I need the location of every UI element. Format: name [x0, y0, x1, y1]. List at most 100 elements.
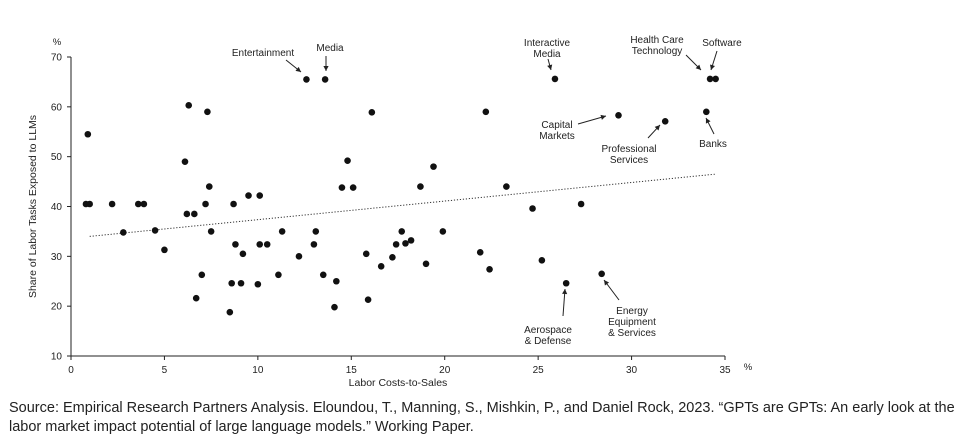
data-point [207, 228, 215, 235]
annotation-line: Media [316, 43, 344, 54]
data-point [202, 200, 209, 208]
annotation-line: Media [533, 49, 561, 60]
scatter-chart: 10 20 30 40 50 60 70 0 5 10 15 20 25 30 35%% Labor Cost… [27, 35, 753, 389]
data-point [204, 108, 211, 116]
data-point [108, 200, 116, 208]
data-point [295, 253, 303, 260]
data-point [161, 246, 168, 254]
data-point [615, 112, 622, 119]
annotation-media: Media [316, 43, 344, 54]
data-point [577, 200, 585, 208]
annotation-line: Software [702, 38, 742, 49]
arrowhead-banks [705, 118, 711, 124]
data-point [562, 279, 570, 287]
x-tick-label: 5 [162, 365, 168, 376]
y-tick-label: 60 [51, 102, 63, 113]
annotation-line: Interactive [524, 38, 571, 49]
data-point [331, 303, 338, 311]
annotation-aerospace-defense: Aerospace & Defense [524, 325, 572, 347]
data-point [226, 308, 234, 316]
data-point [333, 277, 340, 285]
data-point [551, 75, 559, 83]
data-point [230, 200, 237, 208]
x-tick-label: 15 [346, 365, 358, 376]
data-point [417, 183, 424, 190]
annotation-line: Markets [539, 131, 575, 142]
annotation-line: Professional [601, 144, 656, 155]
y-tick-label: 30 [51, 252, 63, 263]
x-unit-label: % [744, 362, 753, 373]
data-point [703, 108, 710, 116]
data-point [256, 241, 264, 248]
y-tick-label: 20 [51, 302, 63, 313]
data-point [181, 158, 189, 165]
annotation-line: Equipment [608, 317, 656, 328]
arrowhead-health-care-technology [695, 64, 701, 70]
data-point [362, 250, 370, 258]
annotation-line: Technology [632, 46, 683, 57]
data-point [134, 200, 142, 208]
arrowhead-professional-services [654, 125, 660, 131]
data-point [503, 183, 510, 190]
data-point [319, 271, 327, 279]
data-point [263, 241, 271, 248]
data-point [439, 228, 447, 235]
data-point [377, 263, 385, 270]
data-point [321, 76, 329, 83]
data-point [84, 130, 92, 138]
trend-line [89, 173, 716, 237]
data-point [140, 200, 148, 208]
arrowhead-aerospace-defense [562, 289, 568, 295]
data-point [245, 192, 252, 199]
data-point [368, 109, 376, 116]
data-point [482, 108, 490, 116]
data-point [151, 227, 159, 234]
data-point [392, 241, 400, 248]
data-point [712, 75, 719, 83]
data-point [349, 184, 357, 191]
arrowhead-software [710, 64, 715, 70]
data-point [205, 183, 213, 190]
y-tick-label: 50 [51, 152, 63, 163]
annotation-line: Health Care [630, 35, 684, 46]
data-point [529, 205, 536, 212]
data-point [364, 296, 372, 303]
data-point [275, 271, 282, 279]
annotation-line: Aerospace [524, 325, 572, 336]
data-point [476, 249, 484, 256]
arrowhead-interactive-media [547, 64, 553, 70]
data-point [198, 271, 206, 279]
data-point [312, 228, 320, 235]
data-point [185, 102, 193, 109]
annotation-line: Banks [699, 139, 727, 150]
x-tick-label: 35 [719, 365, 731, 376]
data-point [239, 250, 247, 258]
data-point [278, 228, 286, 235]
annotation-line: Capital [541, 120, 572, 131]
x-tick-label: 20 [439, 365, 451, 376]
data-point [228, 279, 235, 287]
data-point [661, 117, 669, 125]
data-point [191, 210, 198, 218]
data-point [183, 210, 191, 218]
data-point [486, 265, 493, 273]
data-point [120, 229, 127, 236]
y-tick-label: 70 [51, 53, 63, 64]
data-point [344, 157, 351, 164]
data-point [538, 257, 546, 264]
annotation-professional-services: Professional Services [601, 144, 656, 166]
x-tick-label: 0 [68, 365, 74, 376]
data-point [86, 200, 93, 208]
data-point [598, 270, 605, 278]
annotation-banks: Banks [699, 139, 727, 150]
data-point [237, 279, 245, 287]
y-unit-label: % [53, 37, 62, 48]
data-point [398, 228, 406, 235]
data-point [430, 163, 437, 170]
data-point [310, 241, 318, 248]
data-point [303, 76, 310, 83]
annotation-energy-equipment-services: Energy Equipment & Services [608, 306, 656, 339]
annotation-health-care-technology: Health Care Technology [630, 35, 684, 57]
annotation-interactive-media: Interactive Media [524, 38, 571, 60]
x-tick-label: 25 [533, 365, 545, 376]
